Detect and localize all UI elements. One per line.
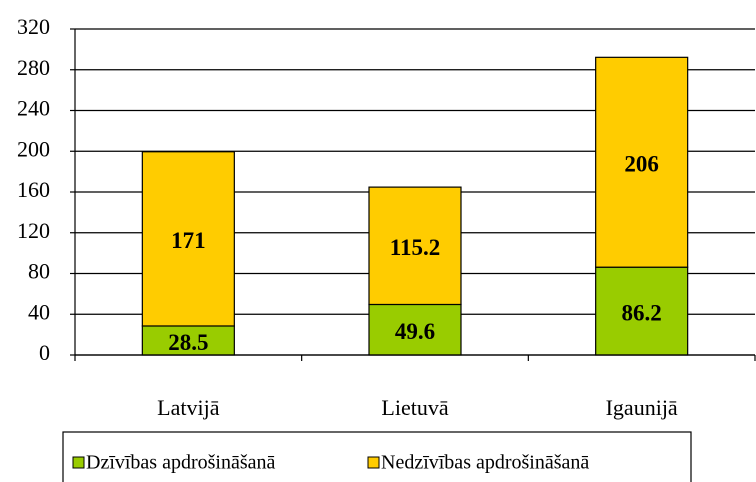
y-tick-label: 160 bbox=[17, 177, 50, 202]
data-label: 171 bbox=[171, 228, 206, 253]
legend-label: Nedzīvības apdrošināšanā bbox=[381, 452, 589, 474]
bar-segment bbox=[595, 56, 689, 268]
data-label: 49.6 bbox=[395, 319, 435, 344]
y-tick-label: 80 bbox=[28, 259, 50, 284]
x-tick-label: Lietuvā bbox=[381, 395, 448, 420]
y-tick-label: 320 bbox=[17, 14, 50, 39]
y-tick-label: 200 bbox=[17, 136, 50, 161]
x-tick-label: Igaunijā bbox=[606, 395, 678, 420]
legend-label: Dzīvības apdrošināšanā bbox=[86, 452, 276, 474]
data-label: 86.2 bbox=[622, 300, 662, 325]
bar-segment bbox=[141, 151, 235, 327]
bar-segment bbox=[141, 325, 235, 356]
y-tick-label: 40 bbox=[28, 299, 50, 324]
bar-segment bbox=[368, 186, 462, 306]
x-tick-label: Latvijā bbox=[157, 395, 220, 420]
bar-segment bbox=[368, 303, 462, 356]
data-label: 115.2 bbox=[390, 235, 440, 260]
y-tick-label: 120 bbox=[17, 218, 50, 243]
legend-swatch bbox=[72, 456, 85, 469]
data-label: 206 bbox=[624, 152, 659, 177]
data-label: 28.5 bbox=[168, 330, 208, 355]
bar-segment bbox=[595, 266, 689, 356]
y-tick-label: 0 bbox=[39, 340, 50, 365]
y-tick-label: 280 bbox=[17, 55, 50, 80]
legend-swatch bbox=[367, 456, 380, 469]
y-tick-label: 240 bbox=[17, 96, 50, 121]
legend-box bbox=[62, 431, 692, 482]
